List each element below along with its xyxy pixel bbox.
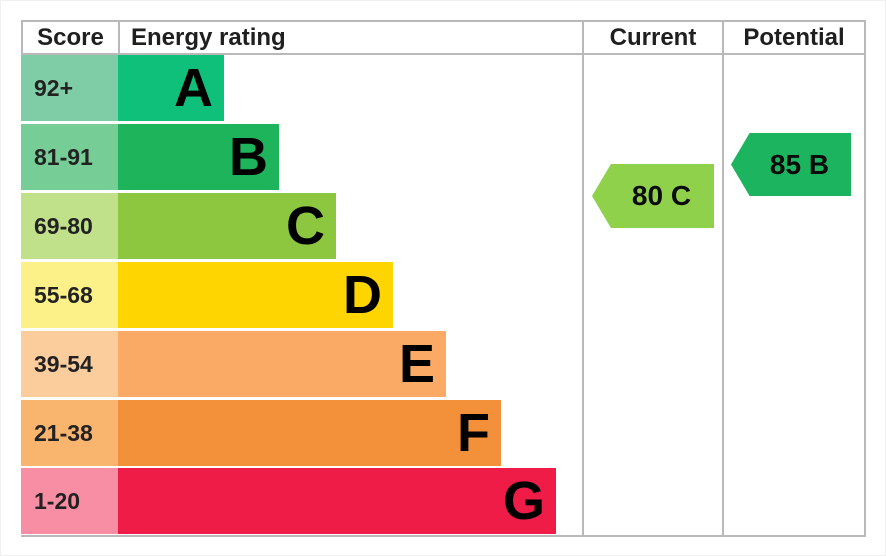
score-range-label: 21-38 [34,419,93,446]
current-rating-arrow-icon: 80 C [592,164,714,228]
rating-letter: B [229,127,268,187]
rating-letter: F [457,403,490,463]
score-range-label: 92+ [34,74,74,101]
rating-bar-f: F [118,400,501,466]
rating-letter: D [343,265,382,325]
score-range-label: 39-54 [34,350,93,377]
rating-letter: G [502,471,545,531]
rating-bar-e: E [118,331,446,397]
current-rating-label: 80 C [631,180,692,211]
rating-bar-d: D [118,262,393,328]
score-cell-g: 1-20 [21,468,118,534]
score-range-label: 69-80 [34,212,93,239]
rating-bar-g: G [118,468,556,534]
score-column-divider [118,20,120,55]
rating-letter: A [174,58,213,118]
potential-rating-label: 85 B [769,148,830,180]
right-border-line [864,20,866,537]
rating-letter: C [286,196,325,256]
potential-column-divider [722,20,724,537]
score-cell-a: 92+ [21,55,118,121]
rating-bar-a: A [118,55,224,121]
score-cell-f: 21-38 [21,400,118,466]
energy-rating-column-header: Energy rating [131,24,286,51]
score-range-label: 81-91 [34,143,93,170]
potential-column-header: Potential [743,24,845,51]
score-cell-e: 39-54 [21,331,118,397]
header-left-border [21,20,23,55]
rating-bar-c: C [118,193,336,259]
score-cell-c: 69-80 [21,193,118,259]
current-column-divider [582,20,584,537]
score-column-header: Score [37,24,104,51]
score-range-label: 55-68 [34,281,93,308]
rating-bar-b: B [118,124,279,190]
current-column-header: Current [609,24,697,51]
potential-rating-arrow-icon: 85 B [731,133,851,196]
score-cell-b: 81-91 [21,124,118,190]
rating-letter: E [398,334,435,394]
score-range-label: 1-20 [34,487,81,514]
header-bottom-line [21,53,866,55]
score-cell-d: 55-68 [21,262,118,328]
chart-bottom-line [21,535,866,537]
header-top-line [21,20,866,22]
